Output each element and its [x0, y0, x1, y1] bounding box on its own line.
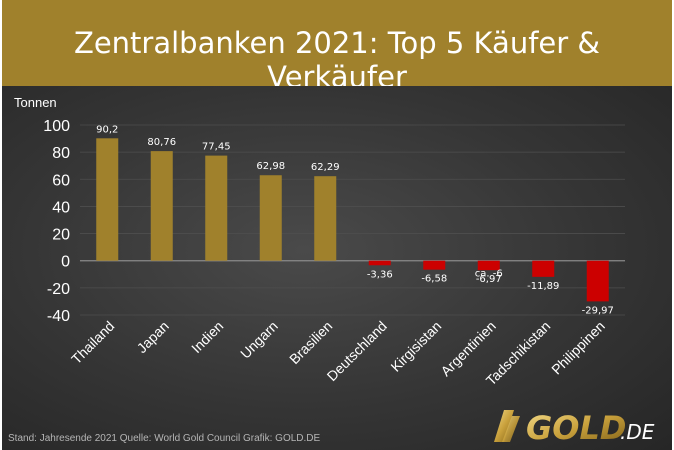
- data-label: -6,58: [421, 274, 447, 285]
- x-tick-label: Ungarn: [237, 318, 281, 362]
- y-tick-label: 20: [52, 227, 70, 244]
- bar: [532, 260, 555, 277]
- bar: [586, 260, 609, 302]
- y-tick-label: 60: [52, 172, 70, 189]
- y-tick-label: 100: [43, 118, 70, 135]
- header-banner: Zentralbanken 2021: Top 5 Käufer & Verkä…: [2, 0, 672, 94]
- x-tick-label: Kirgisistan: [387, 318, 444, 375]
- data-label: 77,45: [202, 142, 231, 153]
- source-note: Stand: Jahresende 2021 Quelle: World Gol…: [8, 433, 321, 444]
- data-label: -3,36: [367, 269, 393, 280]
- x-tick-label: Indien: [188, 318, 226, 356]
- data-label: 90,2: [96, 124, 118, 135]
- data-label: -6,97: [476, 274, 502, 285]
- bar: [423, 260, 446, 270]
- chart-title: Zentralbanken 2021: Top 5 Käufer & Verkä…: [73, 26, 601, 94]
- y-tick-label: -20: [47, 281, 70, 298]
- bar: [477, 260, 500, 271]
- x-tick-label: Thailand: [68, 318, 117, 367]
- logo-text: GOLD: [526, 409, 626, 446]
- bar: [259, 175, 282, 261]
- gold-de-logo: GOLD .DE: [494, 409, 655, 446]
- data-label: 80,76: [147, 137, 176, 148]
- x-tick-label: Philippinen: [548, 318, 608, 378]
- bar: [368, 260, 391, 266]
- data-label: -11,89: [527, 281, 559, 292]
- y-tick-label: -40: [47, 308, 70, 325]
- data-label: 62,29: [311, 162, 340, 173]
- y-tick-label: 0: [61, 254, 70, 271]
- x-tick-label: Japan: [134, 318, 172, 356]
- bar: [205, 155, 228, 261]
- data-label: -29,97: [582, 305, 614, 316]
- bar: [150, 151, 173, 261]
- logo-suffix: .DE: [620, 420, 655, 444]
- y-tick-label: 80: [52, 145, 70, 162]
- x-tick-label: Brasilien: [286, 318, 335, 367]
- bar: [314, 176, 337, 261]
- y-tick-label: 40: [52, 199, 70, 216]
- data-label: 62,98: [256, 161, 285, 172]
- bar: [96, 138, 119, 261]
- y-axis-label: Tonnen: [14, 95, 57, 110]
- annotation-label: ca. -6: [475, 269, 503, 280]
- gold-bars-icon: [494, 410, 520, 442]
